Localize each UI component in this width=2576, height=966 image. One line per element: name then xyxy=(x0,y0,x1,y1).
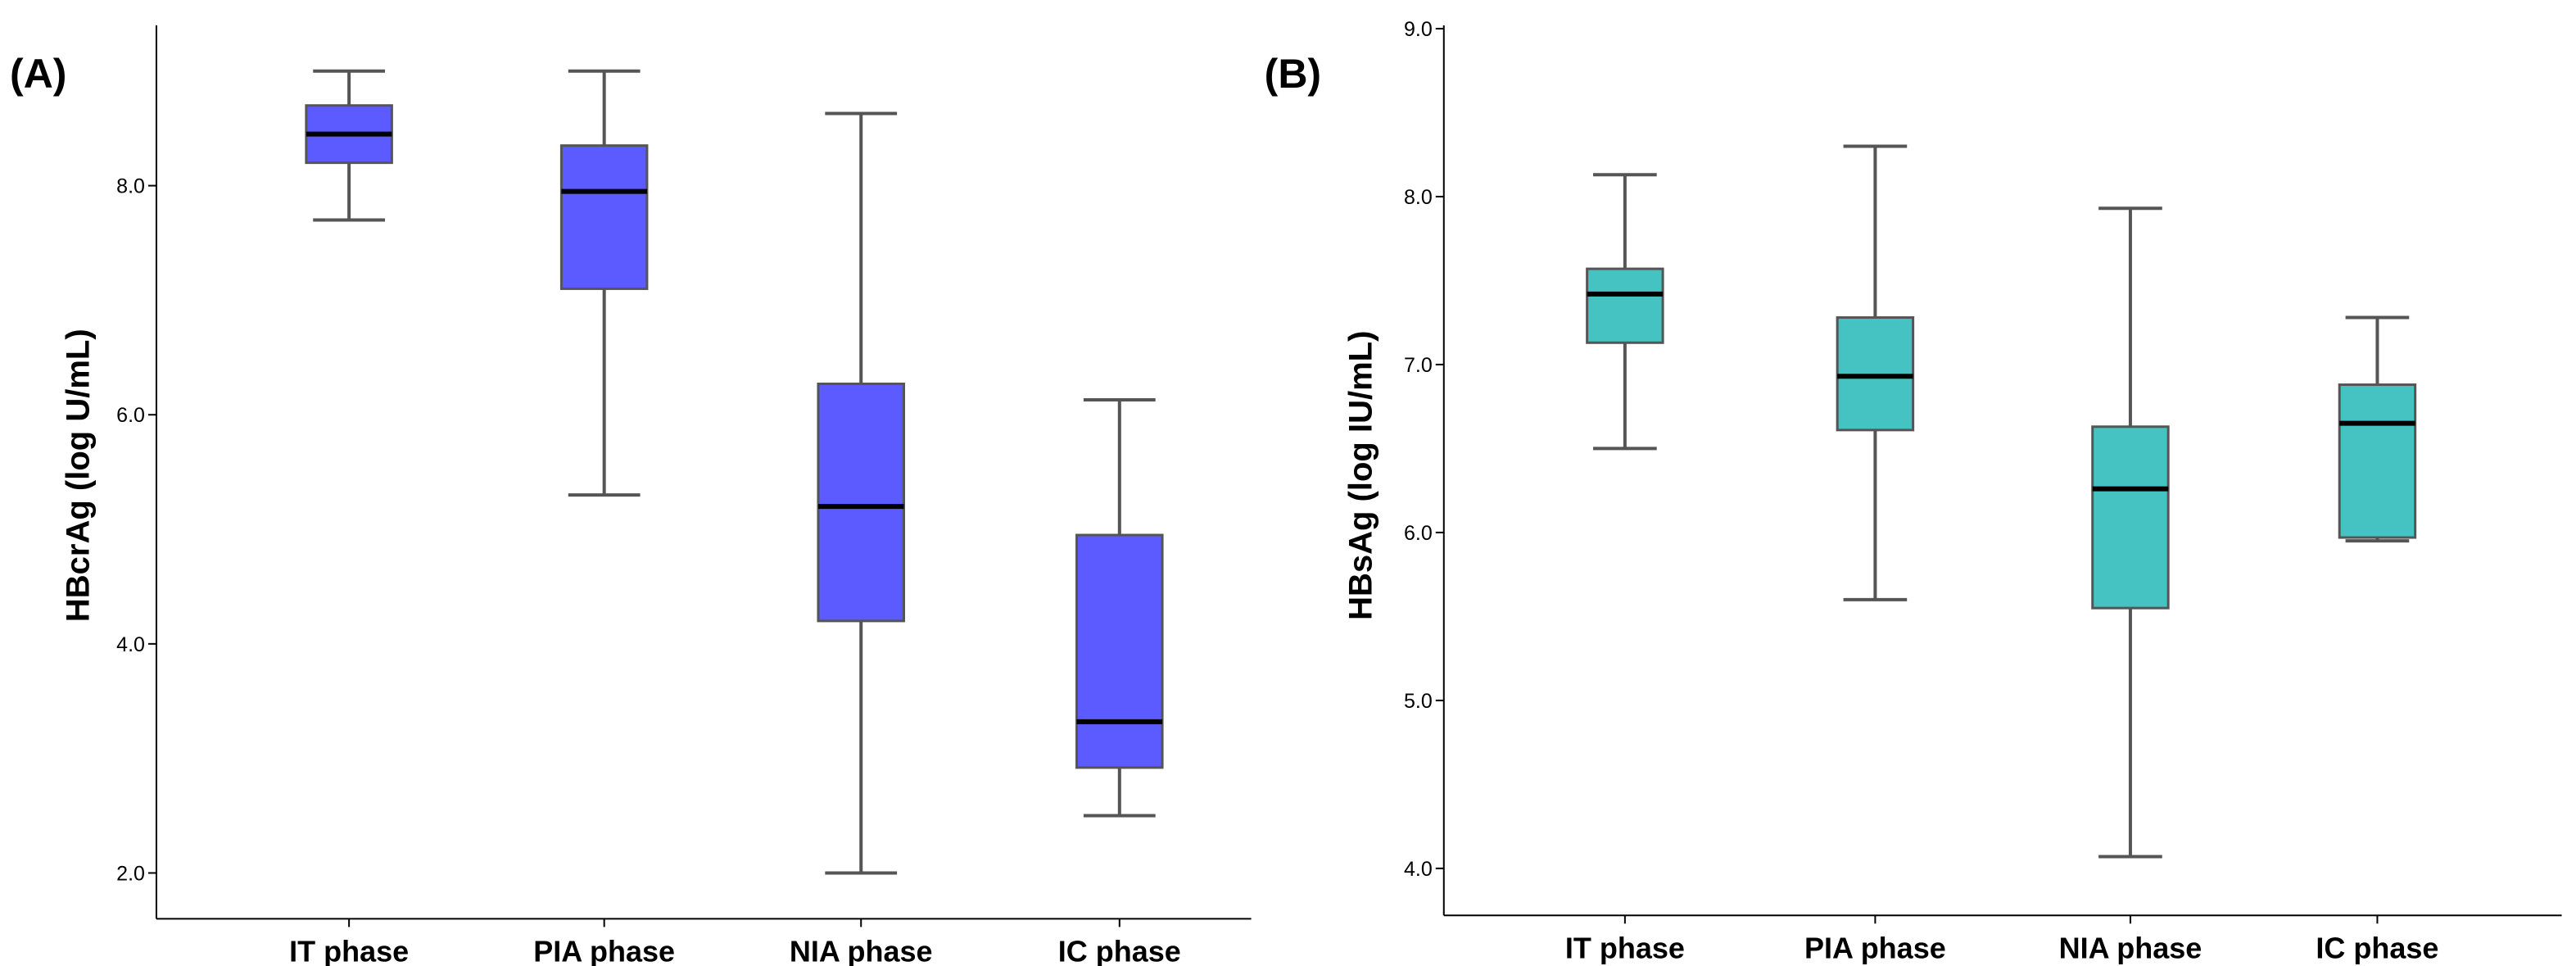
box-1: PIA phase xyxy=(533,69,675,966)
y-tick-label: 2.0 xyxy=(116,862,145,885)
iqr-box xyxy=(1586,267,1664,344)
x-category-label: PIA phase xyxy=(533,934,675,966)
panel-label: (A) xyxy=(10,51,66,97)
panel-a: (A) HBcrAg (log U/mL) 2.0 4.0 6.0 8.0 IT phase… xyxy=(10,25,1252,966)
y-tick-label: 9.0 xyxy=(1404,18,1433,41)
box-2: NIA phase xyxy=(790,111,933,966)
iqr-box xyxy=(1836,316,1915,432)
panel-label: (B) xyxy=(1265,51,1321,97)
y-tick-label: 7.0 xyxy=(1404,354,1433,377)
box-0: IT phase xyxy=(289,69,409,966)
box-0: IT phase xyxy=(1565,173,1685,964)
y-axis-label: HBsAg (log IU/mL) xyxy=(1342,331,1379,620)
y-axis-label: HBcrAg (log U/mL) xyxy=(61,329,97,622)
iqr-box xyxy=(2338,383,2417,539)
iqr-box xyxy=(817,382,905,623)
box-3: IC phase xyxy=(1058,398,1181,966)
y-tick-label: 5.0 xyxy=(1404,690,1433,713)
x-category-label: IC phase xyxy=(1058,934,1181,966)
box-2: NIA phase xyxy=(2059,206,2203,964)
x-category-label: IT phase xyxy=(1565,931,1685,964)
x-category-label: PIA phase xyxy=(1804,931,1946,964)
x-category-label: NIA phase xyxy=(2059,931,2203,964)
x-category-label: IT phase xyxy=(289,934,409,966)
iqr-box xyxy=(1075,533,1164,769)
panel-b: (B) HBsAg (log IU/mL) 4.0 5.0 6.0 7.0 8.0 9.0 IT… xyxy=(1265,18,2562,964)
y-tick-label: 8.0 xyxy=(1404,186,1433,209)
y-tick-label: 6.0 xyxy=(1404,522,1433,545)
iqr-box xyxy=(559,144,649,290)
y-tick-label: 4.0 xyxy=(1404,858,1433,881)
iqr-box xyxy=(2091,425,2170,610)
y-tick-label: 4.0 xyxy=(116,633,145,656)
y-tick-label: 6.0 xyxy=(116,404,145,427)
x-category-label: IC phase xyxy=(2316,931,2438,964)
x-category-label: NIA phase xyxy=(790,934,933,966)
box-3: IC phase xyxy=(2316,315,2438,964)
y-tick-label: 8.0 xyxy=(116,175,145,198)
box-1: PIA phase xyxy=(1804,144,1946,964)
